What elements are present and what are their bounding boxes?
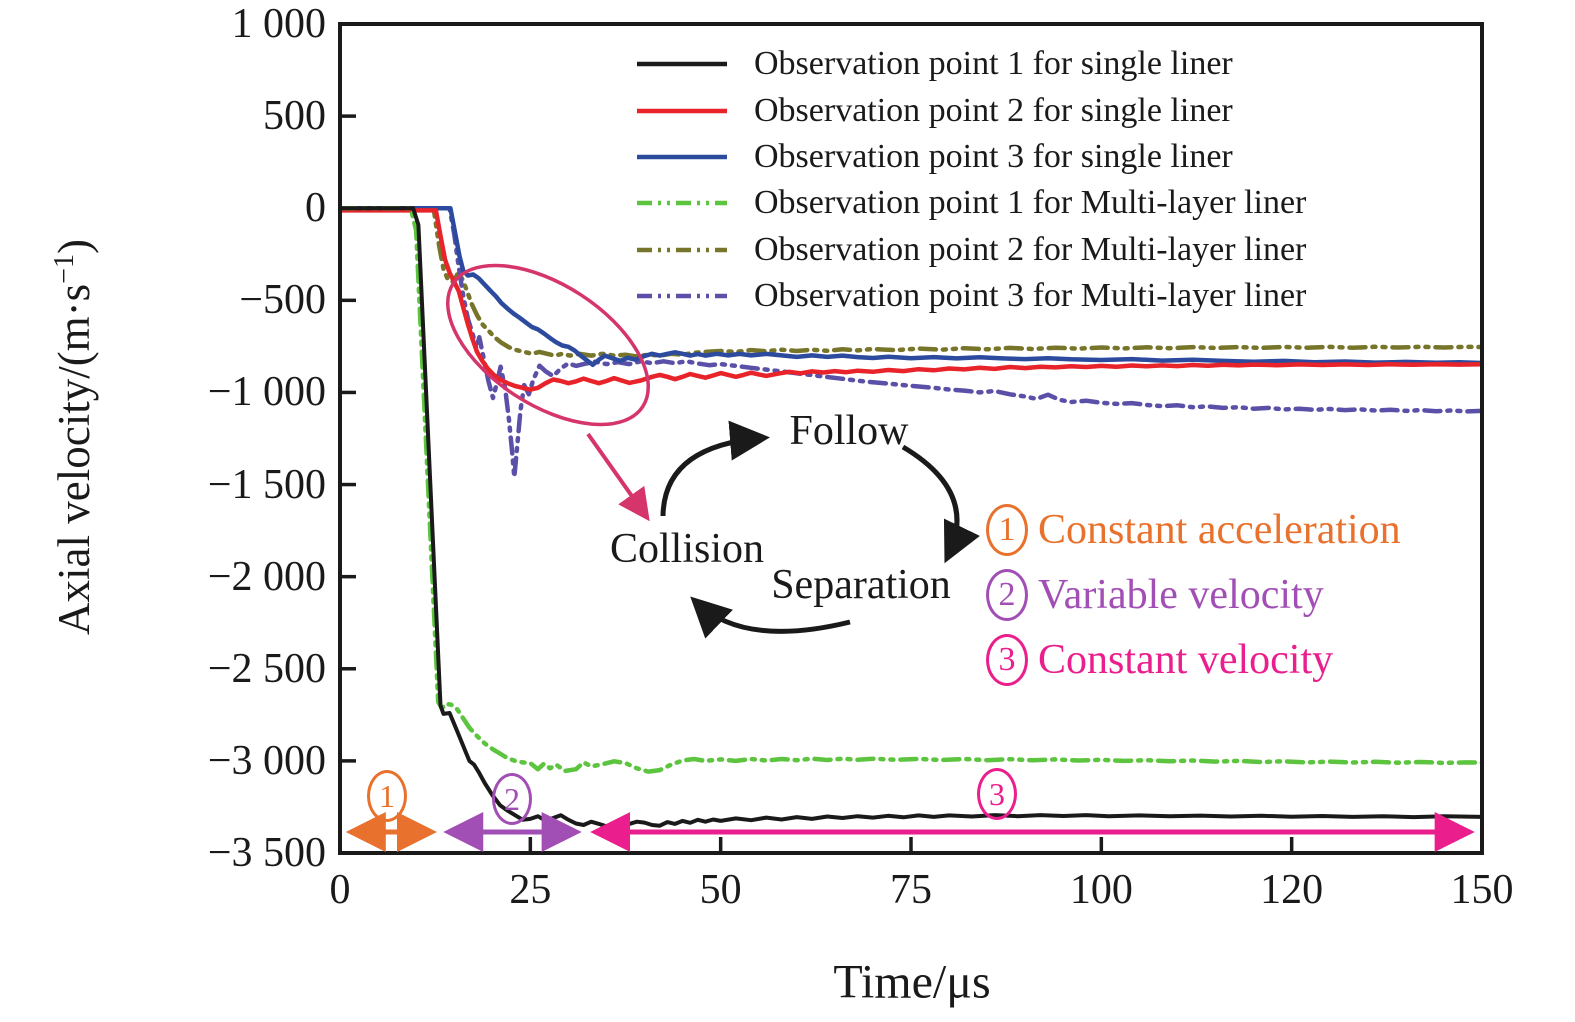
legend-label: Observation point 2 for Multi-layer line… <box>754 230 1307 268</box>
range-circled-3-icon: 3 <box>977 768 1017 820</box>
legend-item-2: Observation point 2 for single liner <box>634 87 1306 133</box>
y-tick-label: −2 000 <box>207 553 326 600</box>
y-tick-label: −2 500 <box>207 645 326 692</box>
cycle-label-separation: Separation <box>771 562 951 608</box>
phase-label-2: Variable velocity <box>1038 571 1324 618</box>
y-axis-title-sup: −1 <box>49 254 80 284</box>
series-line-5 <box>340 205 1482 359</box>
legend-label: Observation point 1 for single liner <box>754 45 1233 83</box>
legend-item-6: Observation point 3 for Multi-layer line… <box>634 273 1306 319</box>
legend-line-sample <box>637 154 727 160</box>
legend-item-4: Observation point 1 for Multi-layer line… <box>634 180 1306 226</box>
legend-item-3: Observation point 3 for single liner <box>634 134 1306 180</box>
y-tick-label: 500 <box>263 93 326 140</box>
series-line-4 <box>340 205 1482 774</box>
circled-3-icon: 3 <box>986 633 1028 686</box>
x-tick-label: 25 <box>509 867 552 913</box>
cycle-arrow-follow-to-separation <box>901 444 980 564</box>
y-axis-title: Axial velocity/(m·s−1) <box>48 239 100 635</box>
legend-line-sample <box>637 108 727 113</box>
cycle-arrow-collision-to-follow <box>660 420 770 517</box>
phase-row-2: 2 Variable velocity <box>986 562 1401 627</box>
phase-legend: 1 Constant acceleration 2 Variable veloc… <box>986 497 1401 692</box>
x-tick-label: 100 <box>1069 867 1133 913</box>
phase-row-3: 3 Constant velocity <box>986 627 1401 692</box>
y-tick-label: 1 000 <box>231 1 327 47</box>
cycle-label-follow: Follow <box>789 408 909 454</box>
x-tick-label: 150 <box>1450 867 1514 913</box>
cycle-arrow-separation-to-collision <box>690 596 851 639</box>
legend-line-sample <box>637 61 727 67</box>
legend-label: Observation point 2 for single liner <box>754 91 1233 129</box>
legend-line-sample <box>637 201 727 206</box>
legend-item-1: Observation point 1 for single liner <box>634 41 1306 87</box>
y-tick-label: 0 <box>305 185 326 232</box>
x-tick-label: 50 <box>699 867 742 913</box>
series-line-3 <box>340 205 1482 368</box>
legend-label: Observation point 1 for Multi-layer line… <box>754 184 1307 222</box>
x-tick-label: 75 <box>890 867 932 913</box>
phase-label-3: Constant velocity <box>1038 636 1334 683</box>
y-tick-label: −500 <box>239 277 326 324</box>
series-line-2 <box>340 208 1482 392</box>
x-tick-label: 120 <box>1260 867 1324 913</box>
cycle-label-collision: Collision <box>609 526 765 572</box>
x-axis-title: Time/μs <box>833 955 991 1009</box>
zoom-pointer-arrow <box>586 432 650 522</box>
range-circled-1-icon: 1 <box>367 770 407 822</box>
range-circled-2-icon: 2 <box>492 773 532 825</box>
circled-2-icon: 2 <box>986 568 1028 621</box>
legend-label: Observation point 3 for Multi-layer line… <box>754 277 1307 315</box>
phase-label-1: Constant acceleration <box>1038 506 1401 553</box>
y-tick-label: −3 000 <box>207 737 326 784</box>
legend-line-sample <box>637 247 727 252</box>
x-tick-label: 0 <box>329 867 351 913</box>
y-tick-label: −1 500 <box>207 461 326 508</box>
legend-line-sample <box>637 293 727 299</box>
y-tick-label: −3 500 <box>207 830 326 876</box>
zoom-ellipse <box>446 263 650 427</box>
y-tick-label: −1 000 <box>207 369 326 416</box>
y-axis-title-text: Axial velocity/(m·s <box>49 283 99 635</box>
legend-item-5: Observation point 2 for Multi-layer line… <box>634 227 1306 273</box>
circled-1-icon: 1 <box>986 503 1028 556</box>
legend: Observation point 1 for single liner Obse… <box>634 41 1306 319</box>
annotation-shapes <box>345 263 1475 852</box>
y-axis-title-close: ) <box>49 239 99 255</box>
phase-row-1: 1 Constant acceleration <box>986 497 1401 562</box>
legend-label: Observation point 3 for single liner <box>754 137 1233 175</box>
